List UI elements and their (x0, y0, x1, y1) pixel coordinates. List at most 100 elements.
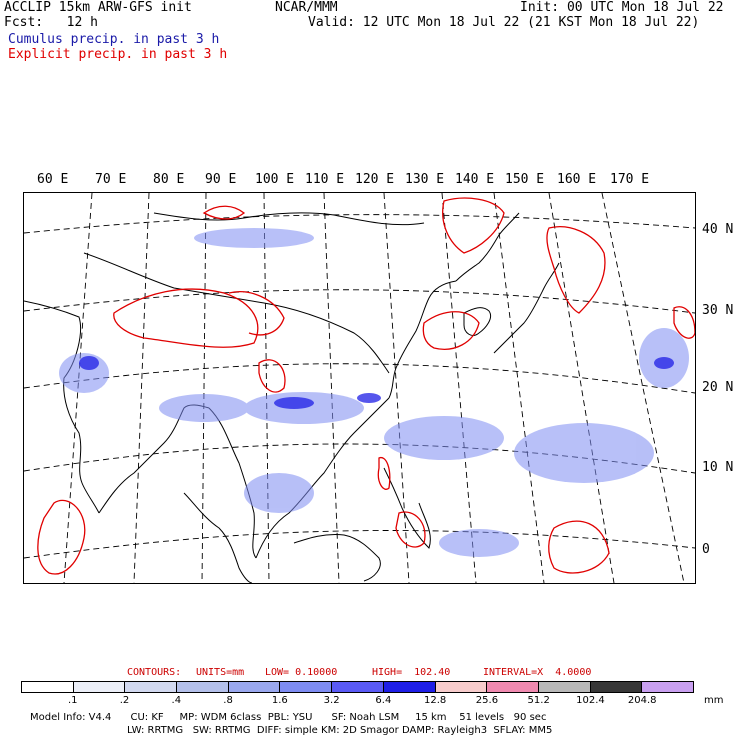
explicit-yunnan (258, 359, 286, 393)
colorbar-tick-label: 6.4 (375, 695, 392, 706)
lon-label: 140 E (455, 172, 495, 187)
coast-korea-north (455, 212, 520, 282)
colorbar-segment (228, 682, 281, 692)
cumulus-central-pacific (514, 423, 654, 483)
cumulus-mongolia (194, 228, 314, 248)
colorbar-tick-label: .1 (67, 695, 78, 706)
colorbar-segment (22, 682, 74, 692)
map-canvas (23, 192, 696, 584)
cumulus-thailand (244, 473, 314, 513)
lon-label: 130 E (405, 172, 445, 187)
model-title: ACCLIP 15km ARW-GFS init (4, 0, 192, 15)
lon-label: 60 E (37, 172, 69, 187)
lat-label: 40 N (702, 222, 734, 237)
colorbar (21, 681, 694, 693)
lon-label: 120 E (355, 172, 395, 187)
colorbar-segment (642, 682, 693, 692)
valid-time: Valid: 12 UTC Mon 18 Jul 22 (21 KST Mon … (308, 15, 700, 30)
graticule (23, 192, 696, 584)
contours-low: LOW= 0.10000 (265, 667, 338, 678)
lon-label: 90 E (205, 172, 237, 187)
colorbar-segment (538, 682, 591, 692)
colorbar-tick-label: .2 (119, 695, 130, 706)
explicit-legend: Explicit precip. in past 3 h (8, 47, 228, 62)
lon-label: 100 E (255, 172, 295, 187)
coast-borneo (293, 534, 381, 582)
physics-info: LW: RRTMG SW: RRTMG DIFF: simple KM: 2D … (127, 725, 553, 736)
cumulus-heavy-2 (357, 393, 381, 403)
colorbar-segment (590, 682, 643, 692)
lat-label: 0 (702, 542, 710, 557)
lat-label: 20 N (702, 380, 734, 395)
colorbar-tick-label: 12.8 (424, 695, 447, 706)
explicit-kamchatka (546, 226, 606, 314)
meridian-130e (441, 192, 477, 584)
lon-label: 170 E (610, 172, 650, 187)
explicit-tibet-east (228, 291, 285, 336)
lon-label: 110 E (305, 172, 345, 187)
colorbar-tick-label: 25.6 (475, 695, 499, 706)
explicit-srilanka (37, 499, 86, 575)
cumulus-heavy (79, 356, 674, 409)
lon-label: 70 E (95, 172, 127, 187)
colorbar-tick-label: 102.4 (576, 695, 605, 706)
contours-interval: INTERVAL=X 4.0000 (483, 667, 592, 678)
model-info: Model Info: V4.4 CU: KF MP: WDM 6class P… (30, 712, 547, 723)
meridian-110e (323, 192, 340, 584)
colorbar-tick-label: .4 (171, 695, 182, 706)
coast-japan (493, 262, 560, 354)
cumulus-westpacific (384, 416, 504, 460)
explicit-precip (37, 197, 696, 575)
colorbar-segment (332, 682, 384, 692)
explicit-solomon (548, 520, 610, 574)
explicit-manchuria (442, 197, 505, 254)
meridian-150e (548, 192, 615, 584)
graticule-0 (23, 530, 696, 559)
coast-korea (463, 307, 492, 336)
meridian-80e (133, 192, 150, 584)
cumulus-heavy-3 (79, 356, 99, 370)
colorbar-tick-label: .8 (223, 695, 233, 706)
coast-philippines (383, 467, 431, 549)
explicit-east-edge (673, 306, 696, 339)
lon-label: 160 E (557, 172, 597, 187)
forecast-hour: Fcst: 12 h (4, 15, 98, 30)
meridian-90e (201, 192, 207, 584)
meridian-140e (493, 192, 545, 584)
colorbar-segment (487, 682, 539, 692)
init-time: Init: 00 UTC Mon 18 Jul 22 (520, 0, 724, 15)
colorbar-segment (280, 682, 333, 692)
lon-label: 150 E (505, 172, 545, 187)
colorbar-segment (383, 682, 436, 692)
graticule-40n (23, 214, 696, 234)
colorbar-unit: mm (704, 695, 724, 706)
explicit-tibet-west (113, 288, 259, 348)
cumulus-precip (59, 228, 689, 557)
colorbar-tick-label: 1.6 (271, 695, 288, 706)
lat-label: 10 N (702, 460, 734, 475)
coast-indochina (208, 407, 257, 559)
graticule-20n (23, 363, 696, 394)
colorbar-tick-label: 3.2 (323, 695, 340, 706)
explicit-luzon (377, 456, 391, 490)
coast-india-west (23, 300, 100, 514)
cumulus-heavy-1 (274, 397, 314, 409)
coast-south-china (255, 397, 390, 559)
precipitation-map (23, 192, 696, 584)
contours-high: HIGH= 102.40 (372, 667, 451, 678)
contours-title: CONTOURS: (127, 667, 182, 678)
graticule-30n (23, 289, 696, 314)
contours-units: UNITS=mm (196, 667, 245, 678)
colorbar-segment (177, 682, 229, 692)
colorbar-segment (73, 682, 126, 692)
cumulus-bangladesh (159, 394, 249, 422)
explicit-mindanao (395, 511, 426, 548)
cumulus-newguinea (439, 529, 519, 557)
coast-east-china (388, 280, 457, 399)
cumulus-legend: Cumulus precip. in past 3 h (8, 32, 220, 47)
colorbar-tick-label: 204.8 (627, 695, 657, 706)
explicit-north (202, 205, 246, 220)
meridian-120e (383, 192, 410, 584)
lon-label: 80 E (153, 172, 185, 187)
coastlines (23, 212, 560, 584)
